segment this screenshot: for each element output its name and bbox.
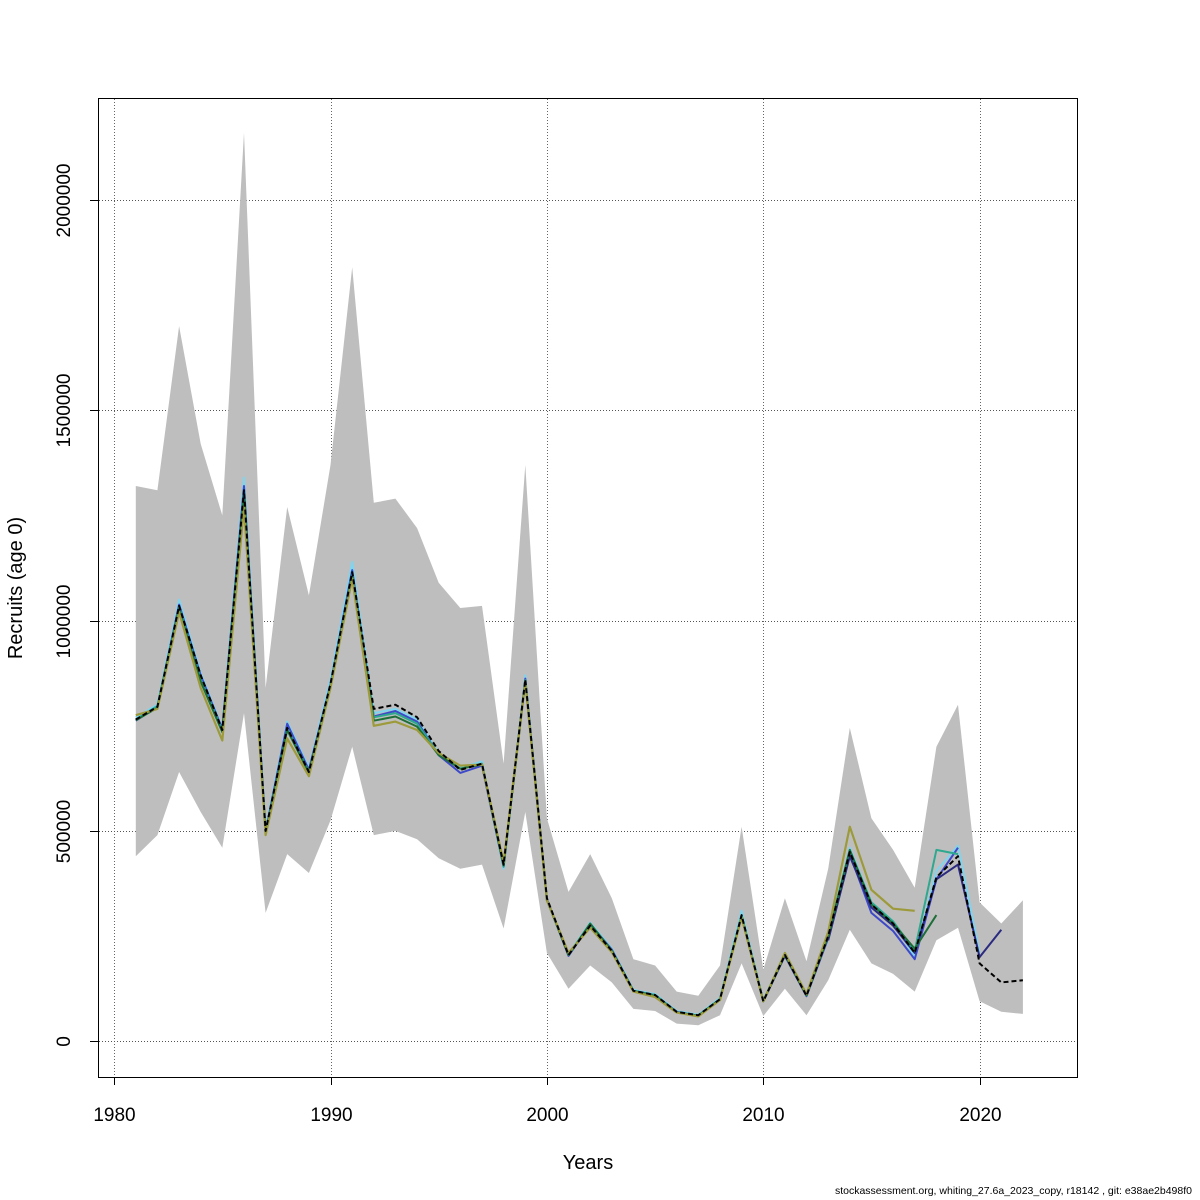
y-axis: 0 500000 1000000 1500000 2000000 — [54, 164, 99, 1047]
x-tick-label: 1980 — [93, 1105, 135, 1126]
x-tick-label: 1990 — [310, 1105, 352, 1126]
y-tick-label: 1500000 — [54, 374, 75, 448]
x-tick-label: 2000 — [526, 1105, 568, 1126]
y-tick-label: 0 — [54, 1036, 75, 1047]
y-tick-label: 1000000 — [54, 585, 75, 659]
series-line-1 — [135, 489, 1023, 1017]
confidence-band — [135, 132, 1023, 1026]
x-tick-label: 2010 — [742, 1105, 784, 1126]
x-axis-title: Years — [563, 1152, 613, 1174]
confidence-band-layer — [135, 132, 1023, 1026]
x-tick-label: 2020 — [959, 1105, 1001, 1126]
series-lines-layer — [135, 476, 1023, 1018]
y-axis-title: Recruits (age 0) — [5, 517, 27, 659]
footer-source-note: stockassessment.org, whiting_27.6a_2023_… — [834, 1185, 1192, 1197]
x-axis: 1980 1990 2000 2010 2020 — [93, 1077, 1002, 1126]
y-tick-label: 2000000 — [54, 164, 75, 238]
y-tick-label: 500000 — [54, 800, 75, 863]
